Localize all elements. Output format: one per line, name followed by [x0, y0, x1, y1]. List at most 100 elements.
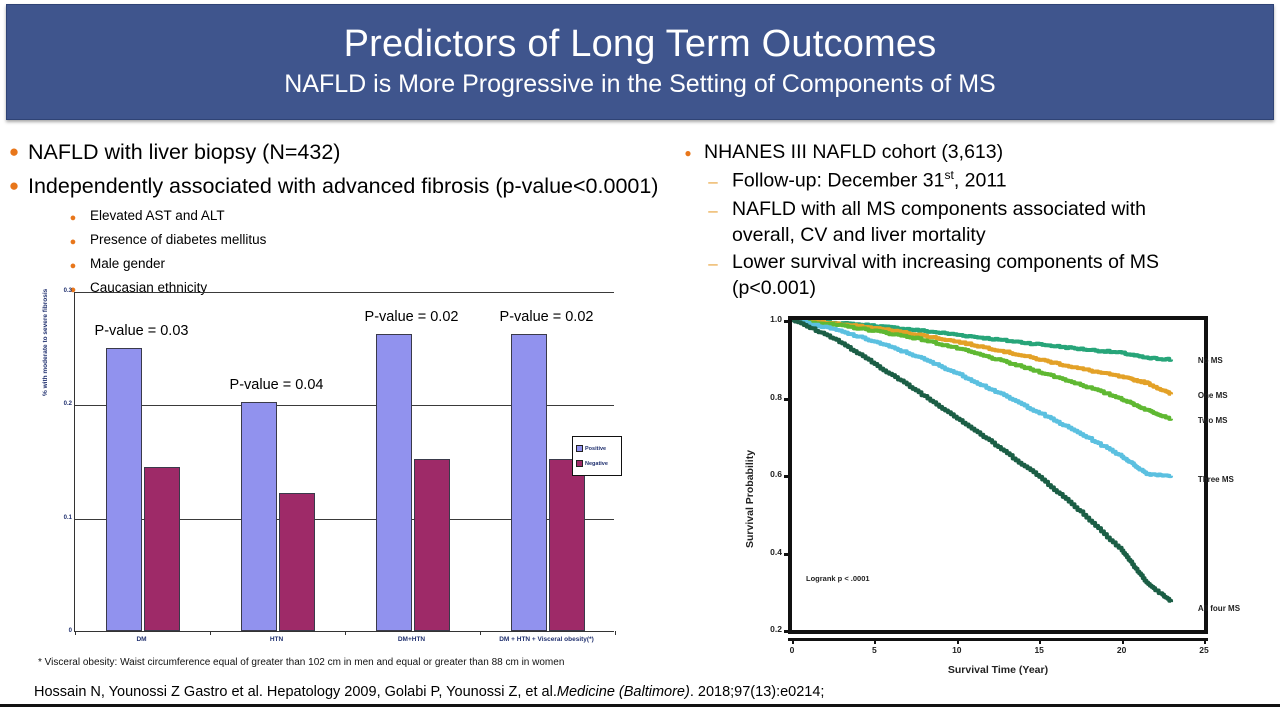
bar-chart-gridline [75, 405, 614, 407]
survival-curve-1 [792, 317, 1174, 396]
right-sub-bullet-0-sup: st [944, 168, 954, 182]
page-title: Predictors of Long Term Outcomes [343, 23, 937, 66]
bar-chart-x-tickmark [480, 631, 481, 635]
bar-chart-x-tickmark [345, 631, 346, 635]
survival-y-tick-label: 1.0 [770, 314, 782, 324]
survival-y-tick-label: 0.8 [770, 391, 782, 402]
left-sub-bullet-list: ● Elevated AST and ALT ● Presence of dia… [56, 207, 700, 301]
left-sub-bullet-3: Caucasian ethnicity [90, 279, 208, 295]
list-item: – Lower survival with increasing compone… [694, 250, 1280, 301]
survival-x-tick-label: 25 [1199, 645, 1209, 655]
survival-y-tick-label: 0.2 [770, 624, 782, 634]
bar-chart-plot-area [74, 292, 616, 635]
bar-chart-legend: Positive Negative [572, 436, 622, 476]
bar-chart-pvalue-label: P-value = 0.03 [94, 322, 189, 339]
legend-label-positive: Positive [585, 445, 607, 452]
page-subtitle: NAFLD is More Progressive in the Setting… [284, 70, 996, 99]
survival-x-tickmark [1121, 638, 1124, 644]
footer-divider [0, 704, 1280, 707]
bar-chart-x-tickmark [75, 631, 76, 635]
bar-chart-y-tick-label: 0.2 [63, 401, 72, 408]
bar-chart-bar [278, 492, 315, 631]
survival-curve-label: One MS [1197, 391, 1228, 401]
right-content-column: ● NHANES III NAFLD cohort (3,613) – Foll… [672, 140, 1280, 302]
bar-chart-bar [510, 334, 547, 631]
survival-y-tickmark [784, 630, 790, 633]
survival-x-tickmark [1204, 638, 1206, 644]
list-item: ● Presence of diabetes mellitus [56, 231, 700, 253]
list-item: ● Male gender [56, 255, 700, 277]
bar-chart-y-axis-label: % with moderate to severe fibrosis [42, 288, 49, 396]
bar-chart-x-tickmark [615, 631, 616, 635]
survival-curve-label: All four MS [1197, 604, 1241, 614]
bar-chart-bar [548, 458, 585, 631]
bar-chart-bar [375, 334, 412, 631]
survival-y-axis-label: Survival Probability [744, 449, 756, 548]
bar-chart-x-tick-label: DM + HTN + Visceral obesity(*) [499, 636, 594, 643]
bullet-dot-icon: ● [69, 235, 77, 248]
survival-plot-frame [788, 316, 1208, 634]
right-sub-bullet-0-post: , 2011 [953, 169, 1007, 192]
bullet-dot-icon: ● [69, 283, 77, 296]
left-bullet-list: ● NAFLD with liver biopsy (N=432) ● Inde… [0, 138, 700, 201]
bullet-dot-icon: ● [69, 211, 77, 224]
survival-x-tick-label: 0 [789, 645, 795, 655]
survival-x-tick-label: 5 [872, 645, 877, 655]
bar-chart-bar [105, 347, 142, 631]
list-item: ● Caucasian ethnicity [56, 279, 700, 301]
citation-journal: Medicine (Baltimore) [556, 684, 690, 700]
survival-curve-4 [792, 318, 1174, 603]
bar-chart-bar [413, 458, 450, 631]
left-bullet-0: NAFLD with liver biopsy (N=432) [28, 140, 341, 164]
bar-chart-x-tick-label: DM+HTN [397, 636, 426, 643]
bullet-dash-icon: – [708, 201, 718, 220]
citation-part2: . 2018;97(13):e0214; [689, 684, 825, 700]
left-sub-bullet-2: Male gender [90, 255, 166, 271]
survival-y-tickmark [784, 552, 790, 556]
bullet-dot-icon: ● [8, 176, 20, 196]
legend-label-negative: Negative [585, 460, 608, 467]
bar-chart-x-tick-label: HTN [269, 636, 284, 643]
bar-chart-pvalue-label: P-value = 0.02 [499, 309, 594, 326]
bar-chart-x-tickmark [210, 631, 211, 635]
survival-x-tickmark [874, 638, 877, 644]
bar-chart-bar [143, 466, 180, 631]
survival-y-tick-label: 0.4 [770, 546, 782, 557]
bar-chart-x-tick-label: DM [136, 636, 147, 643]
bar-chart-bar [240, 402, 277, 631]
bar-chart-gridline [75, 518, 614, 520]
survival-y-tick-label: 0.6 [770, 469, 782, 479]
bullet-dot-icon: ● [69, 259, 77, 272]
right-sub-bullet-list: – Follow-up: December 31st, 2011 – NAFLD… [694, 168, 1280, 302]
left-sub-bullet-0: Elevated AST and ALT [90, 207, 225, 223]
bar-chart-y-tick-label: 0.3 [63, 288, 72, 294]
bar-chart-y-tick-label: 0.1 [63, 514, 72, 521]
list-item: – Follow-up: December 31st, 2011 [694, 168, 1280, 195]
citation-part1: Hossain N, Younossi Z Gastro et al. Hepa… [34, 684, 557, 700]
legend-item-negative: Negative [576, 460, 618, 467]
bullet-dash-icon: – [708, 254, 718, 274]
list-item: ● NHANES III NAFLD cohort (3,613) [672, 140, 1280, 166]
right-sub-bullet-1: NAFLD with all MS components associated … [732, 198, 1147, 246]
left-bullet-1: Independently associated with advanced f… [28, 174, 659, 199]
survival-x-tick-label: 20 [1116, 645, 1127, 655]
visceral-obesity-footnote: * Visceral obesity: Waist circumference … [38, 657, 565, 668]
survival-x-axis [788, 638, 1208, 641]
list-item: – NAFLD with all MS components associate… [694, 197, 1280, 248]
right-bullet-0: NHANES III NAFLD cohort (3,613) [704, 141, 1004, 163]
survival-y-tickmark [784, 397, 790, 401]
survival-curves-svg [792, 317, 1174, 603]
legend-swatch-icon [576, 445, 583, 452]
bullet-dot-icon: ● [684, 146, 692, 160]
slide-header: Predictors of Long Term Outcomes NAFLD i… [6, 4, 1274, 120]
survival-x-tick-label: 10 [952, 645, 962, 655]
fibrosis-bar-chart: % with moderate to severe fibrosis 0 0.1 0… [34, 284, 634, 652]
survival-logrank-annotation: Logrank p < .0001 [806, 574, 870, 583]
list-item: ● Independently associated with advanced… [0, 172, 700, 200]
survival-curve-2 [792, 317, 1174, 421]
right-sub-bullet-0: Follow-up: December 31st, 2011 [732, 168, 1007, 194]
list-item: ● NAFLD with liver biopsy (N=432) [0, 138, 700, 166]
survival-curve-label: No MS [1197, 355, 1223, 365]
right-sub-bullet-0-pre: Follow-up: December 31 [732, 169, 945, 192]
